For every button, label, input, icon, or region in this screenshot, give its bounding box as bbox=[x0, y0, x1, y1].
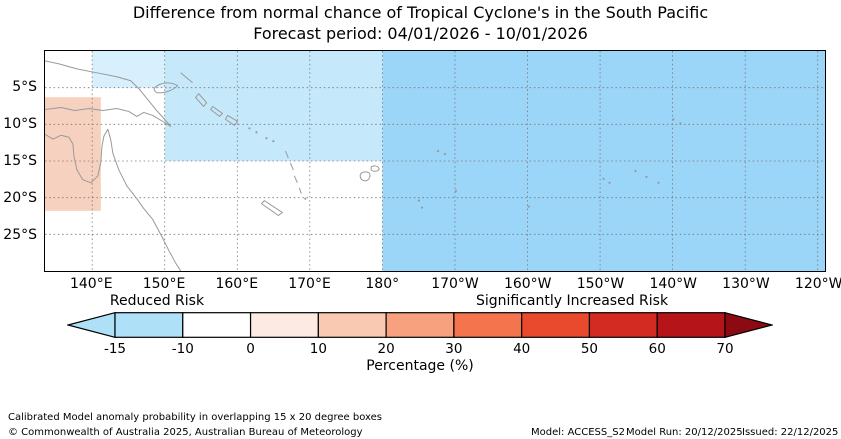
map-gridlines bbox=[45, 51, 825, 271]
lat-tick-label: 25°S bbox=[3, 227, 37, 243]
footer-model-run: Model Run: 20/12/2025 bbox=[626, 427, 743, 438]
colorbar-segment bbox=[656, 312, 726, 338]
colorbar-tick-row: -15 -10 0 10 20 30 40 50 60 70 bbox=[67, 341, 773, 358]
colorbar-tick-label: -15 bbox=[103, 341, 127, 357]
colorbar-segment bbox=[385, 312, 455, 338]
colorbar-segment bbox=[114, 312, 184, 338]
increased-risk-label: Significantly Increased Risk bbox=[475, 293, 669, 309]
chart-header: Difference from normal chance of Tropica… bbox=[0, 3, 841, 45]
colorbar-axis-label: Percentage (%) bbox=[366, 358, 474, 374]
chart-title: Difference from normal chance of Tropica… bbox=[132, 3, 709, 22]
lon-tick-label: 140°W bbox=[649, 276, 698, 292]
coastlines bbox=[45, 60, 380, 271]
footer-issued: Issued: 22/12/2025 bbox=[742, 427, 839, 438]
colorbar-segment bbox=[249, 312, 319, 338]
island-dots bbox=[248, 118, 682, 209]
colorbar-right-arrow bbox=[724, 312, 773, 338]
lon-tick-label: 140°E bbox=[69, 276, 113, 292]
footer-copyright: © Commonwealth of Australia 2025, Austra… bbox=[8, 427, 363, 438]
lon-tick-label: 170°E bbox=[288, 276, 331, 292]
latitude-axis: 5°S 10°S 15°S 20°S 25°S bbox=[0, 0, 40, 300]
lat-tick-label: 10°S bbox=[3, 116, 37, 132]
lon-tick-label: 130°W bbox=[722, 276, 770, 292]
colorbar-segment bbox=[521, 312, 591, 338]
anomaly-region-png-north bbox=[92, 51, 165, 88]
colorbar-segment bbox=[453, 312, 523, 338]
lon-tick-label: 160°W bbox=[503, 276, 552, 292]
colorbar-tick-label: -10 bbox=[171, 341, 194, 357]
lon-tick-label: 150°E bbox=[142, 276, 186, 292]
colorbar-tick-label: 40 bbox=[513, 341, 531, 357]
lat-tick-label: 5°S bbox=[12, 79, 37, 95]
lon-tick-label: 150°W bbox=[576, 276, 625, 292]
colorbar-canvas bbox=[67, 312, 773, 338]
colorbar-segment bbox=[317, 312, 387, 338]
colorbar-tick-label: 30 bbox=[445, 341, 463, 357]
lon-tick-label: 120°W bbox=[794, 276, 841, 292]
lon-tick-label: 180° bbox=[365, 276, 400, 292]
colorbar-left-arrow bbox=[67, 312, 116, 338]
footer-model: Model: ACCESS_S2 bbox=[531, 427, 625, 438]
colorbar-segment bbox=[588, 312, 658, 338]
footer-method-note: Calibrated Model anomaly probability in … bbox=[8, 412, 383, 423]
forecast-period: Forecast period: 04/01/2026 - 10/01/2026 bbox=[253, 23, 588, 43]
map-canvas bbox=[45, 51, 825, 271]
lat-tick-label: 20°S bbox=[3, 190, 37, 206]
anomaly-region-nw-australia bbox=[45, 97, 101, 211]
colorbar bbox=[67, 312, 773, 338]
anomaly-region-coral-sea-north bbox=[164, 51, 383, 161]
lat-tick-label: 15°S bbox=[3, 153, 37, 169]
colorbar-tick-label: 0 bbox=[246, 341, 255, 357]
colorbar-tick-label: 20 bbox=[377, 341, 395, 357]
lon-tick-label: 160°E bbox=[215, 276, 259, 292]
colorbar-tick-label: 10 bbox=[309, 341, 327, 357]
longitude-axis: 140°E 150°E 160°E 170°E 180° 170°W 160°W 150°W 1… bbox=[44, 276, 841, 294]
map-plot bbox=[44, 50, 826, 272]
lon-tick-label: 170°W bbox=[431, 276, 479, 292]
colorbar-tick-label: 70 bbox=[716, 341, 734, 357]
colorbar-tick-label: 50 bbox=[580, 341, 599, 357]
colorbar-tick-label: 60 bbox=[648, 341, 666, 357]
reduced-risk-label: Reduced Risk bbox=[109, 293, 205, 309]
colorbar-segment bbox=[182, 312, 252, 338]
